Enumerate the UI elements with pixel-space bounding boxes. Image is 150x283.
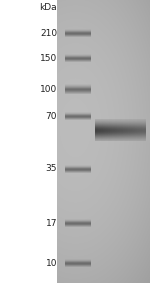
Text: 35: 35 — [45, 164, 57, 173]
Text: kDa: kDa — [39, 3, 57, 12]
Text: 100: 100 — [40, 85, 57, 94]
Text: 150: 150 — [40, 54, 57, 63]
Text: 70: 70 — [45, 112, 57, 121]
Text: 10: 10 — [45, 259, 57, 268]
Text: 17: 17 — [45, 219, 57, 228]
Text: 210: 210 — [40, 29, 57, 38]
Bar — [0, 0, 57, 283]
